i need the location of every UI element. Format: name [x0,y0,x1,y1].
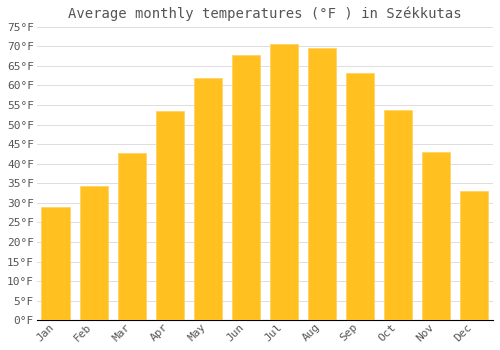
Bar [308,48,336,320]
Bar [80,187,108,320]
Bar [346,72,374,320]
Bar [194,78,222,320]
Bar [232,55,260,320]
Bar [42,207,70,320]
Bar [384,110,412,320]
Bar [156,111,184,320]
Bar [460,191,488,320]
Bar [270,44,298,320]
Bar [118,153,146,320]
Title: Average monthly temperatures (°F ) in Székkutas: Average monthly temperatures (°F ) in Sz… [68,7,462,21]
Bar [422,152,450,320]
